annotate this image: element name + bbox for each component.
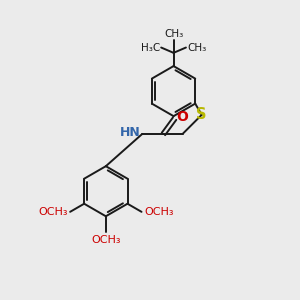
Text: OCH₃: OCH₃ xyxy=(144,207,173,217)
Text: O: O xyxy=(176,110,188,124)
Text: H₃C: H₃C xyxy=(141,43,160,52)
Text: S: S xyxy=(196,107,207,122)
Text: CH₃: CH₃ xyxy=(164,29,183,39)
Text: HN: HN xyxy=(120,126,140,139)
Text: OCH₃: OCH₃ xyxy=(38,207,68,217)
Text: OCH₃: OCH₃ xyxy=(91,235,121,244)
Text: CH₃: CH₃ xyxy=(187,43,206,52)
